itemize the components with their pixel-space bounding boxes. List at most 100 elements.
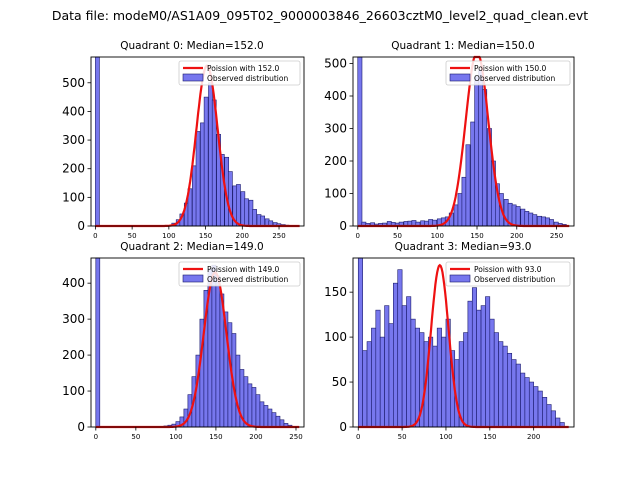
x-tick-label: 50 [398, 433, 407, 441]
x-tick-label: 150 [199, 232, 212, 240]
y-tick-label: 300 [62, 312, 85, 326]
quadrant-0-legend: Poission with 152.0 Observed distributio… [178, 60, 301, 86]
histogram-bar [195, 131, 201, 227]
quadrant-1-panel: Quadrant 1: Median=150.0 0 50 100 150 200 250… [324, 40, 575, 240]
histogram-bar [263, 405, 269, 428]
y-tick-label: 200 [324, 154, 347, 168]
quadrant-1-title: Quadrant 1: Median=150.0 [391, 40, 534, 52]
histogram-bar [397, 269, 403, 428]
histogram-bar [537, 390, 543, 428]
x-tick-label: 200 [527, 433, 540, 441]
plot-frame [90, 56, 305, 227]
histogram-bar [252, 209, 257, 227]
histogram-bar [515, 363, 521, 428]
x-tick-label: 200 [236, 232, 249, 240]
observed-legend-swatch [449, 73, 471, 82]
histogram-bar [259, 401, 265, 428]
histogram-bar [550, 410, 556, 428]
histogram-bar [457, 193, 463, 227]
histogram-bar [474, 76, 480, 227]
x-tick-label: 150 [209, 433, 222, 441]
plot-frame [90, 257, 305, 428]
histogram-bar [520, 372, 526, 428]
histogram-bar [493, 332, 499, 428]
plot-frame [352, 56, 575, 227]
histogram-bar [371, 327, 377, 428]
histogram-bar [511, 204, 517, 227]
x-tick-label: 0 [93, 232, 97, 240]
observed-legend-swatch [449, 274, 471, 283]
y-tick-label: 100 [62, 190, 85, 204]
histogram-bar [236, 184, 241, 227]
y-tick-label: 100 [62, 384, 85, 398]
y-tick-label: 400 [62, 104, 85, 118]
histogram-bar [357, 257, 363, 428]
observed-legend-label: Observed distribution [207, 74, 288, 83]
y-tick-label: 0 [339, 420, 347, 434]
histogram-bar [388, 323, 394, 428]
histogram-bar [542, 397, 548, 428]
x-tick-label: 50 [393, 232, 402, 240]
histogram-bar [375, 309, 381, 428]
histogram-bar [379, 336, 385, 428]
histogram-bar [441, 336, 447, 428]
histogram-bar [471, 287, 477, 428]
poisson-legend-label: Poission with 149.0 [207, 265, 280, 274]
x-tick-label: 100 [431, 232, 444, 240]
y-tick-label: 150 [324, 285, 347, 299]
quadrant-1-legend: Poission with 150.0 Observed distributio… [445, 60, 571, 86]
x-tick-label: 100 [162, 232, 175, 240]
observed-legend-label: Observed distribution [474, 74, 555, 83]
observed-legend-label: Observed distribution [207, 275, 288, 284]
y-tick-label: 50 [332, 375, 347, 389]
histogram-bar [95, 257, 101, 428]
histogram-bar [275, 415, 281, 428]
poisson-legend-label: Poission with 152.0 [207, 64, 280, 73]
histogram-bar [489, 318, 495, 428]
y-tick-label: 500 [62, 76, 85, 90]
histogram-bar [524, 377, 530, 428]
x-tick-label: 0 [356, 232, 360, 240]
quadrant-0-title: Quadrant 0: Median=152.0 [120, 40, 263, 52]
histogram-bar [211, 264, 217, 428]
histogram-bar [545, 217, 550, 227]
histogram-bar [463, 332, 469, 428]
histogram-bar [555, 417, 561, 428]
histogram-bar [366, 341, 372, 428]
histogram-bar [251, 387, 257, 428]
x-tick-label: 200 [510, 232, 523, 240]
histogram-bar [480, 305, 486, 428]
histogram-bar [215, 275, 221, 428]
histogram-bar [524, 211, 530, 227]
quadrant-3-title: Quadrant 3: Median=93.0 [395, 241, 532, 253]
histogram-bar [478, 69, 484, 227]
plot-frame [352, 257, 575, 428]
quadrant-2-title: Quadrant 2: Median=149.0 [120, 241, 263, 253]
quadrant-3-panel: Quadrant 3: Median=93.0 0 50 100 150 200 0 50 1… [324, 241, 575, 441]
y-tick-label: 100 [324, 187, 347, 201]
observed-legend-swatch [182, 73, 204, 82]
histogram-bar [461, 176, 467, 227]
observed-legend-swatch [182, 274, 204, 283]
histogram-bar [507, 352, 513, 428]
quadrant-0-panel: Quadrant 0: Median=152.0 0 50 100 150 200 250… [62, 40, 305, 240]
histogram-bar [502, 345, 508, 428]
histogram-bar [511, 359, 517, 428]
histogram-bar [453, 204, 459, 227]
x-tick-label: 100 [169, 433, 182, 441]
histogram-bar [244, 198, 249, 227]
y-tick-label: 200 [62, 348, 85, 362]
histogram-bar [532, 214, 538, 227]
x-tick-label: 250 [289, 433, 302, 441]
y-tick-label: 0 [339, 219, 347, 233]
y-tick-label: 0 [77, 420, 85, 434]
x-tick-label: 250 [550, 232, 563, 240]
histogram-bar [362, 350, 368, 428]
x-tick-label: 150 [483, 433, 496, 441]
histogram-bar [203, 96, 209, 227]
histogram-bar [243, 376, 249, 428]
poisson-legend-label: Poission with 93.0 [474, 265, 542, 274]
y-tick-label: 300 [62, 133, 85, 147]
y-tick-label: 200 [62, 162, 85, 176]
